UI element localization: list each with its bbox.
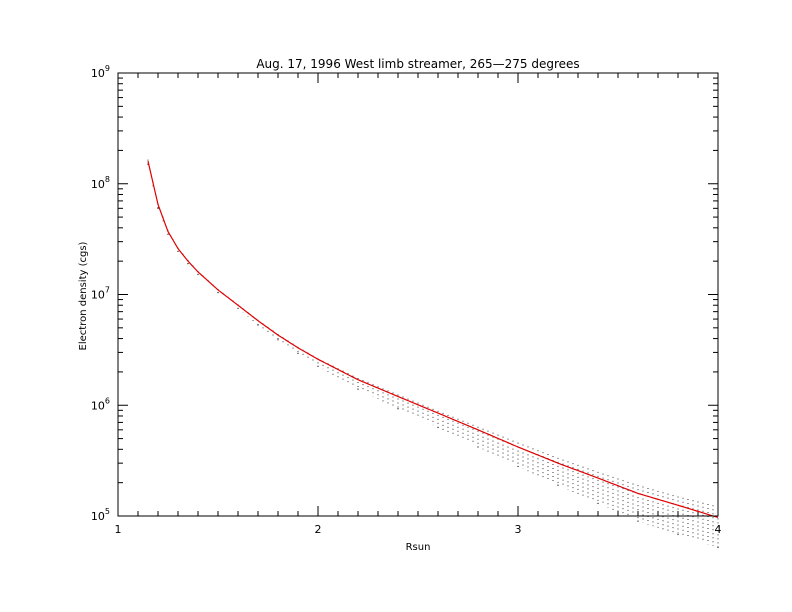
x-tick-label: 3 bbox=[515, 523, 522, 536]
y-tick-label: 105 bbox=[91, 507, 110, 523]
data-point bbox=[317, 365, 319, 367]
plot-frame bbox=[117, 72, 719, 517]
data-point bbox=[217, 292, 219, 294]
data-point bbox=[197, 273, 199, 275]
chart-title: Aug. 17, 1996 West limb streamer, 265—27… bbox=[256, 57, 579, 71]
data-point bbox=[277, 339, 279, 341]
data-point bbox=[517, 465, 519, 468]
data-point bbox=[597, 502, 599, 504]
x-tick-label: 4 bbox=[715, 523, 722, 536]
data-point bbox=[297, 352, 299, 354]
data-point bbox=[637, 520, 639, 522]
y-axis-label: Electron density (cgs) bbox=[78, 241, 89, 350]
y-tick-label: 109 bbox=[91, 64, 110, 80]
data-point bbox=[357, 388, 359, 390]
y-tick-label: 106 bbox=[91, 396, 110, 412]
data-point bbox=[397, 408, 399, 410]
data-point bbox=[187, 263, 189, 265]
fit-line bbox=[147, 161, 719, 519]
x-tick-label: 2 bbox=[315, 523, 322, 536]
x-tick-label: 1 bbox=[115, 523, 122, 536]
fit-line-group bbox=[147, 161, 719, 519]
axis-ticks: 1 2 3 4 105 106 107 108 109 bbox=[91, 64, 722, 536]
y-tick-label: 108 bbox=[91, 175, 110, 191]
data-point bbox=[237, 307, 239, 309]
data-point bbox=[167, 233, 169, 235]
y-tick-label: 107 bbox=[91, 286, 110, 302]
x-axis-label: Rsun bbox=[406, 542, 431, 553]
data-point bbox=[557, 484, 559, 486]
data-point bbox=[677, 533, 679, 536]
data-points-group bbox=[147, 159, 719, 549]
data-point bbox=[157, 207, 159, 209]
data-point bbox=[177, 250, 179, 252]
